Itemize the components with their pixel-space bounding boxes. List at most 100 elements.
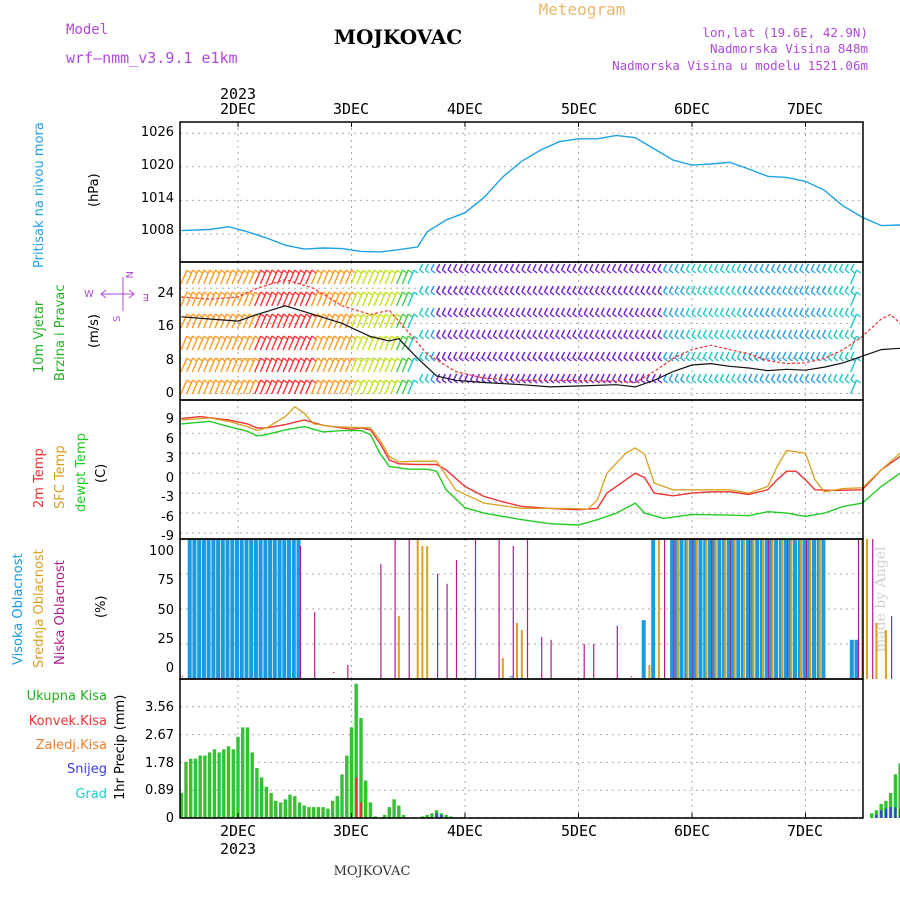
wind-tick: 24 (157, 286, 174, 301)
wind-barb (231, 291, 239, 307)
wind-barb (549, 373, 554, 381)
cloud-bar (641, 620, 646, 679)
wind-barb (453, 329, 458, 337)
wind-barb-flag (475, 269, 481, 274)
wind-barb-flag (498, 313, 504, 318)
wind-barb-flag (436, 313, 442, 318)
wind-barb (208, 379, 216, 395)
wind-barb-flag (237, 335, 243, 340)
wind-barb (657, 329, 662, 337)
wind-barb-flag (742, 291, 748, 296)
wind-barb-flag (441, 357, 447, 362)
wind-barb-flag (209, 313, 215, 318)
temp-label-dewpt: dewpt Temp (74, 433, 89, 512)
wind-barb (668, 373, 673, 381)
wind-barb (498, 351, 503, 359)
wind-barb-flag (390, 357, 396, 362)
wind-barb (799, 285, 804, 293)
wind-barb (640, 263, 645, 271)
wind-barb (555, 373, 560, 381)
wind-barb-flag (345, 269, 351, 274)
wind-barb (600, 307, 605, 315)
model-label: Model (66, 22, 108, 38)
wind-tick: 16 (157, 319, 174, 334)
wind-barb (827, 329, 832, 337)
wind-barb (242, 335, 250, 351)
cloud-bar (651, 539, 656, 679)
wind-barb (850, 329, 855, 337)
wind-barb (589, 329, 594, 337)
wind-barb-flag (544, 269, 549, 274)
legend-total-rain: Ukupna Kisa (27, 689, 107, 704)
wind-barb (697, 263, 702, 271)
wind-barb (248, 291, 256, 307)
wind-barb (782, 263, 787, 271)
wind-barb (577, 263, 583, 271)
wind-barb (748, 285, 753, 293)
wind-barb (628, 307, 634, 315)
wind-barb-flag (634, 269, 640, 274)
wind-barb-flag (464, 335, 470, 340)
wind-barb (816, 285, 821, 293)
wind-barb (821, 263, 827, 271)
cloud-bar (673, 539, 675, 679)
wind-barb-flag (725, 357, 731, 362)
wind-barb (305, 335, 313, 351)
wind-barb (708, 263, 713, 271)
wind-barb (395, 357, 404, 373)
day-label-bottom: 7DEC (787, 822, 823, 840)
series-line-2-0 (181, 415, 900, 511)
precip-bar (198, 755, 202, 818)
wind-barb-flag (498, 291, 504, 296)
wind-barb-flag (424, 335, 430, 340)
wind-barb-flag (317, 291, 322, 296)
wind-barb-flag (759, 291, 765, 296)
wind-barb-flag (827, 291, 833, 296)
wind-barb (373, 269, 381, 285)
wind-barb-flag (419, 357, 425, 362)
wind-barb (333, 379, 341, 395)
marks-layer (179, 134, 900, 819)
wind-barb (793, 373, 798, 381)
wind-barb-flag (685, 313, 691, 318)
wind-barb-flag (759, 357, 765, 362)
wind-barb (532, 329, 537, 337)
wind-barb (538, 373, 543, 381)
wind-barb (702, 285, 707, 293)
wind-barb (702, 263, 707, 271)
wind-barb-flag (407, 379, 413, 384)
wind-barb-flag (458, 291, 464, 296)
wind-barb-flag (424, 357, 430, 362)
wind-barb (367, 357, 375, 373)
wind-barb-flag (265, 291, 271, 296)
wind-barb (821, 373, 827, 381)
wind-barb-flag (697, 313, 703, 318)
wind-barb (543, 285, 549, 293)
wind-barb (453, 373, 458, 381)
wind-barb (293, 357, 302, 373)
wind-barb (606, 351, 611, 359)
wind-barb (453, 263, 458, 271)
wind-barb-flag (736, 269, 742, 274)
wind-barb (458, 329, 463, 337)
wind-barb-flag (572, 269, 578, 274)
wind-barb (668, 307, 673, 315)
cloud-bar (670, 539, 675, 679)
cloud-bar (498, 539, 500, 679)
wind-barb (464, 373, 469, 381)
wind-barb (560, 373, 566, 381)
wind-barb (521, 329, 526, 337)
wind-barb (628, 285, 634, 293)
wind-barb-flag (805, 379, 810, 384)
wind-barb (254, 269, 262, 285)
wind-barb (725, 351, 730, 359)
wind-barb-flag (260, 357, 266, 362)
cloud-bar (679, 539, 684, 679)
wind-barb (322, 313, 330, 329)
wind-barb (361, 313, 370, 329)
cloud-tick: 75 (157, 573, 174, 588)
wind-barb-flag (810, 291, 816, 296)
wind-barb-flag (685, 357, 691, 362)
wind-barb-flag (702, 291, 708, 296)
wind-barb-flag (475, 291, 481, 296)
